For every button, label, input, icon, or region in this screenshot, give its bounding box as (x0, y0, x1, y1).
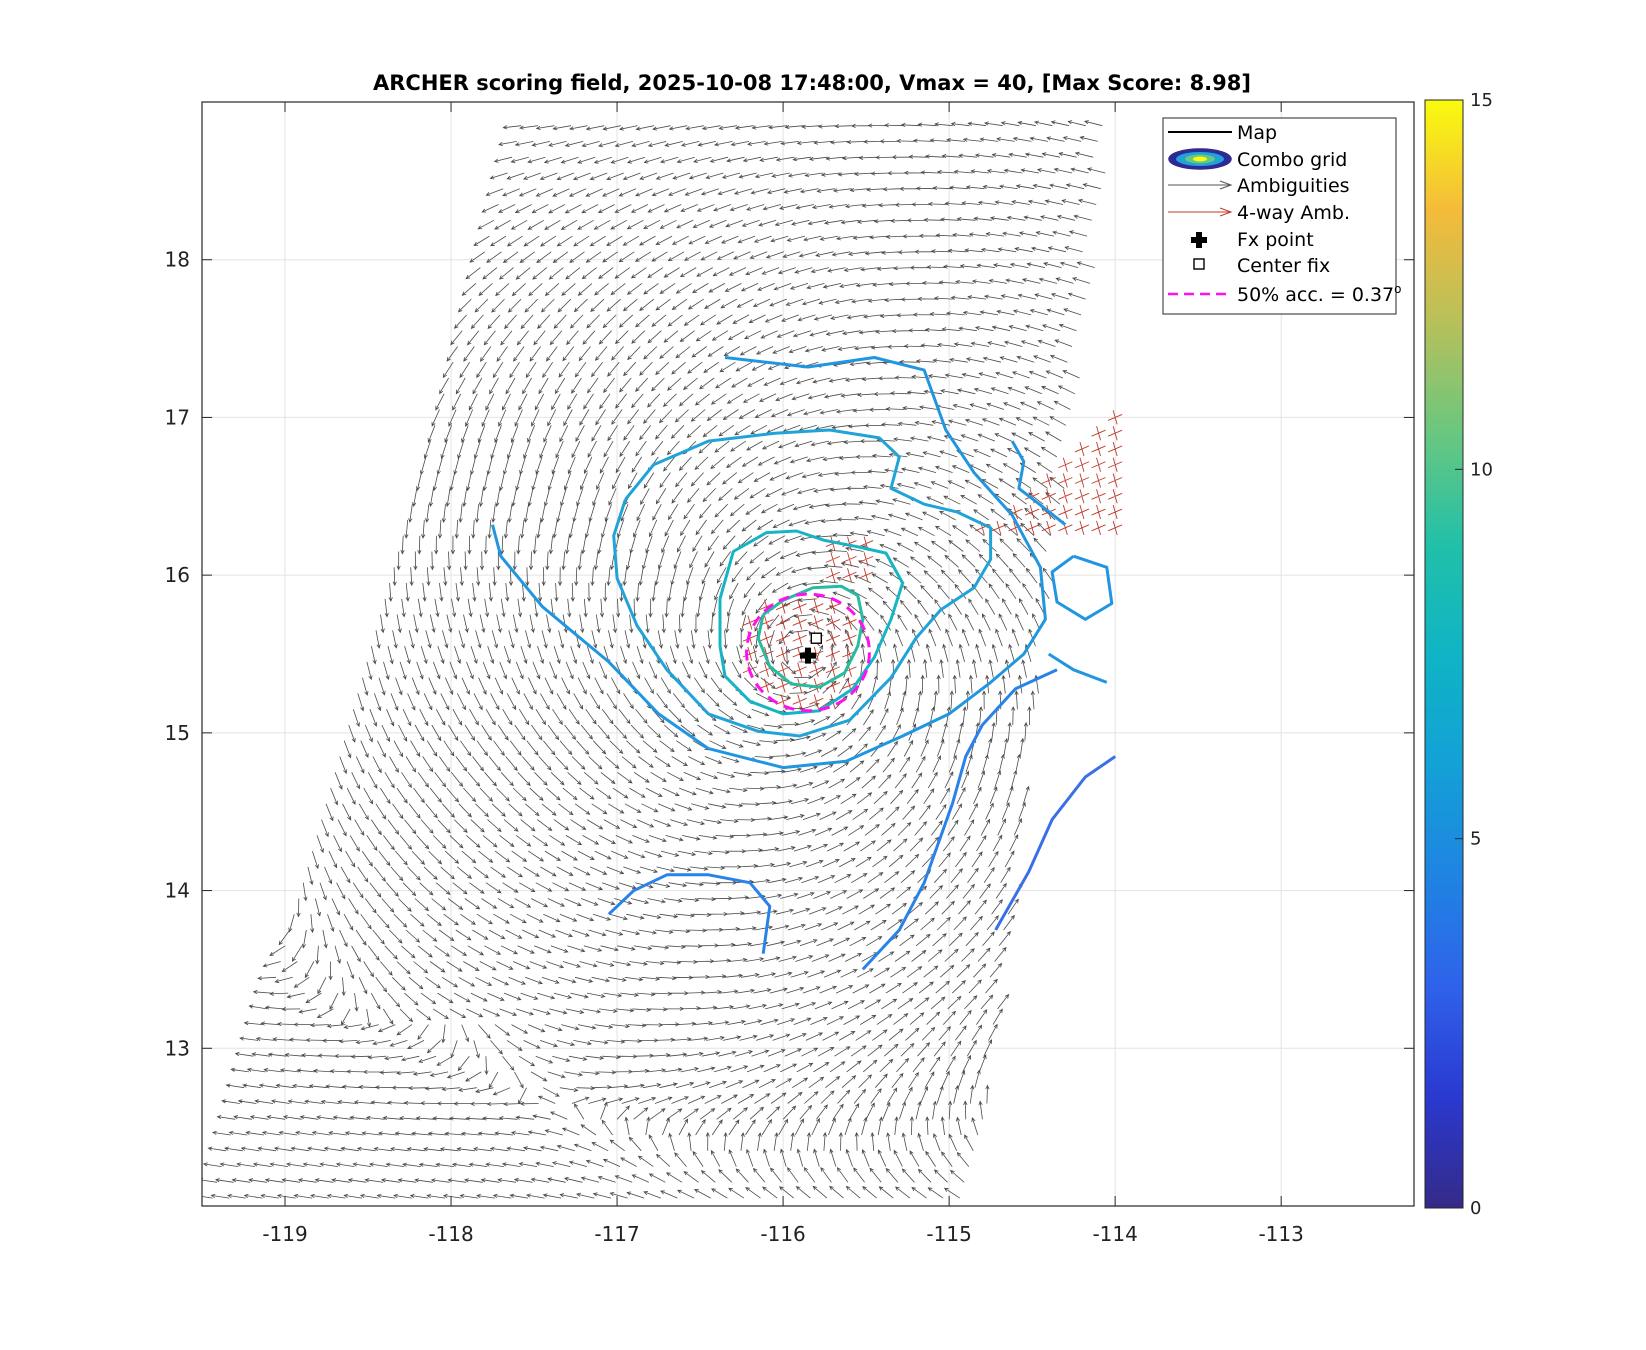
x-tick-label: -113 (1258, 1222, 1303, 1246)
legend-acc-text: 50% acc. = 0.37 (1237, 284, 1394, 306)
colorbar (1424, 99, 1464, 1209)
score-contour (1050, 554, 1114, 621)
axes-box (201, 101, 1415, 1207)
legend-combo-grid-swatch (1168, 148, 1232, 170)
legend-4way-arrow (1168, 207, 1233, 217)
legend-acc-degree: o (1394, 282, 1401, 296)
legend-ambiguities-arrow (1168, 180, 1233, 190)
y-axis-ticks: 13 14 15 16 17 18 (165, 248, 1414, 1060)
colorbar-tick-label: 15 (1470, 90, 1493, 111)
legend-map-label: Map (1237, 122, 1277, 144)
chart-title: ARCHER scoring field, 2025-10-08 17:48:0… (373, 71, 1251, 95)
acc50-circle (745, 592, 871, 713)
legend-4way-label: 4-way Amb. (1237, 202, 1350, 224)
y-tick-label: 13 (165, 1036, 190, 1060)
fx-point-marker (800, 647, 816, 664)
y-tick-label: 17 (165, 405, 190, 429)
y-tick-label: 16 (165, 563, 190, 587)
fix-markers (745, 592, 871, 713)
x-tick-label: -118 (428, 1222, 473, 1246)
y-tick-label: 18 (165, 248, 190, 272)
x-tick-label: -115 (926, 1222, 971, 1246)
legend-fx-point-label: Fx point (1237, 229, 1314, 251)
score-contour (718, 529, 905, 716)
score-contour (1010, 440, 1067, 526)
colorbar-ticks: 0 5 10 15 (1455, 90, 1493, 1219)
x-tick-label: -116 (760, 1222, 805, 1246)
score-contour (612, 428, 993, 738)
score-contour (491, 356, 1047, 770)
x-axis-ticks: -119 -118 -117 -116 -115 -114 -113 (262, 102, 1304, 1246)
y-tick-label: 14 (165, 879, 190, 903)
legend-acc-label: 50% acc. = 0.37o (1237, 282, 1402, 306)
grid-lines (202, 102, 1414, 1206)
colorbar-tick-label: 10 (1470, 459, 1493, 480)
colorbar-tick-label: 0 (1470, 1198, 1481, 1219)
legend: Map Combo grid Ambiguities 4-way Amb. Fx… (1162, 117, 1402, 315)
score-contour (994, 755, 1117, 931)
four-way-ambiguity-field (742, 410, 1123, 709)
score-contour (861, 668, 1058, 971)
four-way-ambiguity-arrows (742, 410, 1123, 709)
x-tick-label: -117 (594, 1222, 639, 1246)
x-tick-label: -114 (1092, 1222, 1137, 1246)
score-contours (491, 356, 1117, 971)
score-contour (607, 873, 772, 954)
colorbar-tick-label: 5 (1470, 829, 1481, 850)
legend-ambiguities-label: Ambiguities (1237, 175, 1350, 197)
score-contour (1047, 652, 1108, 684)
center-fix-marker (810, 632, 823, 644)
x-tick-label: -119 (262, 1222, 307, 1246)
legend-center-fix-marker (1193, 258, 1205, 270)
score-contour (756, 584, 865, 689)
plot-content (202, 120, 1123, 1199)
legend-fx-point-marker (1191, 232, 1207, 248)
legend-combo-grid-label: Combo grid (1237, 149, 1347, 171)
legend-center-fix-label: Center fix (1237, 255, 1330, 277)
y-tick-label: 15 (165, 721, 190, 745)
